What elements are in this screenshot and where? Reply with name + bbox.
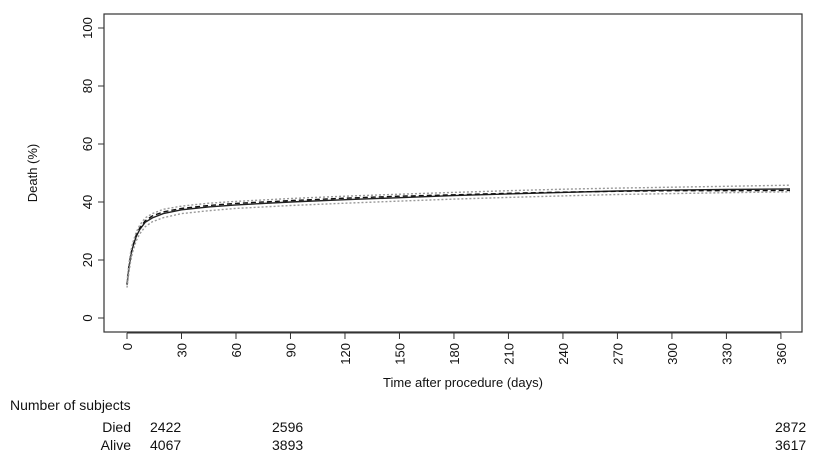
y-axis-label: Death (%) [25, 144, 40, 203]
risk-cell: 4067 [150, 437, 182, 453]
risk-table-title: Number of subjects [10, 397, 131, 413]
x-tick-label: 180 [447, 343, 462, 365]
series-line-4 [126, 191, 791, 288]
y-tick-label: 40 [80, 195, 95, 209]
series-line-1 [126, 188, 791, 285]
risk-cell: 2422 [150, 419, 182, 435]
series-line-3 [126, 184, 791, 282]
risk-cell: 3617 [775, 437, 807, 453]
x-tick-label: 360 [774, 343, 789, 365]
x-tick-label: 300 [665, 343, 680, 365]
x-tick-label: 270 [610, 343, 625, 365]
risk-cell: 2596 [272, 419, 304, 435]
y-tick-label: 100 [80, 17, 95, 39]
y-axis: 0 20 40 60 80 100 [80, 17, 105, 322]
risk-row-label: Died [102, 419, 131, 435]
x-tick-label: 210 [501, 343, 516, 365]
y-tick-label: 20 [80, 253, 95, 267]
x-tick-label: 90 [283, 343, 298, 357]
survival-chart: 0 20 40 60 80 100 0 30 60 90 120 150 180 210 240 270 30… [25, 13, 803, 390]
y-tick-label: 60 [80, 137, 95, 151]
series-line-2 [126, 189, 791, 285]
risk-row-alive: Alive 4067 3893 3617 [0, 437, 818, 454]
series-layer [126, 184, 791, 288]
risk-row-label: Alive [100, 437, 131, 453]
x-tick-label: 120 [338, 343, 353, 365]
x-tick-label: 60 [229, 343, 244, 357]
x-tick-label: 240 [556, 343, 571, 365]
x-axis-label: Time after procedure (days) [383, 375, 543, 390]
x-tick-label: 0 [120, 343, 135, 350]
risk-cell: 2872 [775, 419, 807, 435]
risk-row-died: Died 2422 2596 2872 [0, 419, 818, 436]
x-axis: 0 30 60 90 120 150 180 210 240 270 300 330 360 [120, 332, 789, 365]
x-tick-label: 330 [719, 343, 734, 365]
plot-frame [103, 13, 803, 333]
x-tick-label: 30 [174, 343, 189, 357]
risk-cell: 3893 [272, 437, 304, 453]
y-tick-label: 80 [80, 79, 95, 93]
y-tick-label: 0 [80, 314, 95, 321]
x-tick-label: 150 [392, 343, 407, 365]
